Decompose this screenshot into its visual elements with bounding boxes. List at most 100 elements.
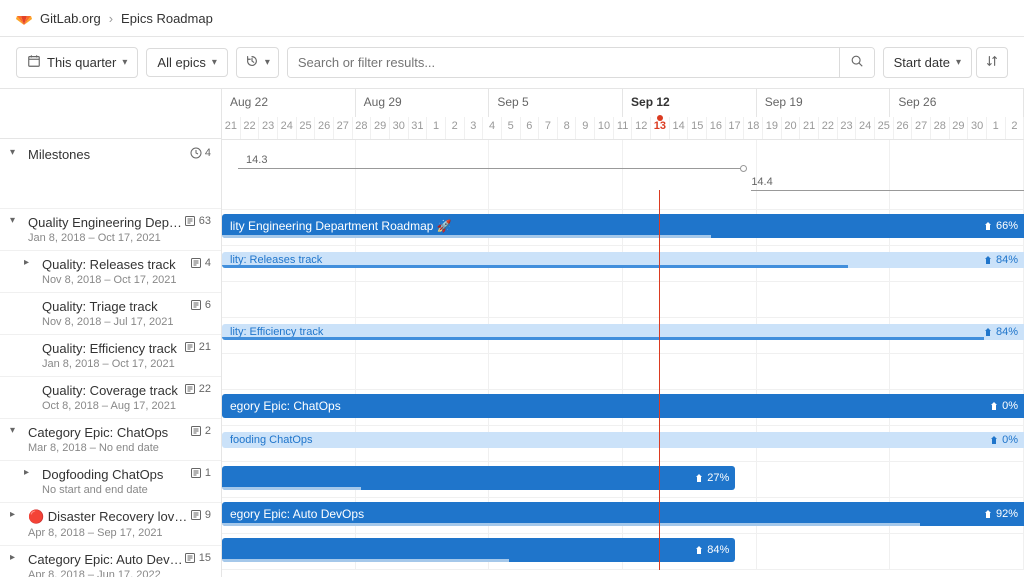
day-header-cell: 25 <box>875 117 894 139</box>
progress-bar <box>222 265 848 268</box>
sort-dropdown[interactable]: Start date ▾ <box>883 47 972 78</box>
epic-timeline-row: egory Epic: ChatOps0% <box>222 390 1024 426</box>
epic-dates: Jan 8, 2018 – Oct 17, 2021 <box>42 358 184 370</box>
epic-sidebar-row[interactable]: ▸🔴 Disaster Recovery lovable maturityApr… <box>0 503 221 546</box>
day-header-cell: 27 <box>912 117 931 139</box>
day-header-cell: 15 <box>688 117 707 139</box>
day-header-cell: 29 <box>371 117 390 139</box>
weight-icon <box>983 509 993 519</box>
sidebar: ▾ Milestones 4 ▾ Quality Engineering Depa… <box>0 89 222 577</box>
epic-label: Dogfooding ChatOpsNo start and end date <box>42 467 190 496</box>
week-header-cell: Sep 19 <box>757 89 891 117</box>
epic-bar[interactable]: egory Epic: ChatOps0% <box>222 394 1024 418</box>
chevron-down-icon: ▾ <box>212 57 217 68</box>
epic-title: Quality: Triage track <box>42 299 190 314</box>
day-header-cell: 1 <box>427 117 446 139</box>
day-header-cell: 27 <box>334 117 353 139</box>
sort-direction-button[interactable] <box>976 47 1008 78</box>
toolbar: This quarter ▾ All epics ▾ ▾ Start date … <box>0 37 1024 89</box>
epic-bar[interactable]: egory Epic: Auto DevOps92% <box>222 502 1024 526</box>
epic-dates: Apr 8, 2018 – Sep 17, 2021 <box>28 527 190 539</box>
day-header-cell: 18 <box>744 117 763 139</box>
progress-bar <box>222 487 361 490</box>
day-header-cell: 22 <box>241 117 260 139</box>
epic-icon <box>184 341 196 353</box>
epic-sidebar-row[interactable]: ▸ Dogfooding ChatOpsNo start and end date… <box>0 461 221 503</box>
epic-title: Quality: Efficiency track <box>42 341 184 356</box>
epic-sidebar-row[interactable]: ▸ Category Epic: Auto DevOpsApr 8, 2018 –… <box>0 546 221 577</box>
milestones-label: Milestones <box>28 147 190 162</box>
epic-title: Dogfooding ChatOps <box>42 467 190 482</box>
day-header-cell: 19 <box>763 117 782 139</box>
epic-icon <box>190 425 202 437</box>
epic-icon <box>190 299 202 311</box>
epic-label: Quality: Triage trackNov 8, 2018 – Jul 1… <box>42 299 190 328</box>
child-epic-bar[interactable]: lity: Releases track84% <box>222 252 1024 268</box>
day-header-cell: 12 <box>632 117 651 139</box>
epic-title: Category Epic: Auto DevOps <box>28 552 184 567</box>
epic-timeline-row: egory Epic: Auto DevOps92% <box>222 498 1024 534</box>
day-header-cell: 31 <box>409 117 428 139</box>
timeline-header: Aug 22Aug 29Sep 5Sep 12Sep 19Sep 26 2122… <box>222 89 1024 140</box>
day-header-cell: 3 <box>465 117 484 139</box>
bar-progress-label: 0% <box>989 400 1018 412</box>
day-header-cell: 28 <box>353 117 372 139</box>
day-header-cell: 1 <box>987 117 1006 139</box>
epic-title: Quality: Coverage track <box>42 383 184 398</box>
epic-bar[interactable]: lity Engineering Department Roadmap 🚀66% <box>222 214 1024 238</box>
weight-icon <box>989 435 999 445</box>
chevron-right-icon: ▸ <box>10 552 24 563</box>
weight-icon <box>989 401 999 411</box>
epic-sidebar-row[interactable]: ▸Quality: Releases trackNov 8, 2018 – Oc… <box>0 251 221 293</box>
epic-title: Category Epic: ChatOps <box>28 425 190 440</box>
child-epic-bar[interactable]: fooding ChatOps0% <box>222 432 1024 448</box>
day-header-cell: 25 <box>297 117 316 139</box>
day-header-cell: 11 <box>614 117 633 139</box>
epics-filter-dropdown[interactable]: All epics ▾ <box>146 48 227 77</box>
epic-dates: Oct 8, 2018 – Aug 17, 2021 <box>42 400 184 412</box>
breadcrumb-page[interactable]: Epics Roadmap <box>121 11 213 26</box>
day-header-cell: 4 <box>483 117 502 139</box>
search-button[interactable] <box>839 48 874 77</box>
sort-direction-icon <box>985 54 999 71</box>
epic-label: Quality: Releases trackNov 8, 2018 – Oct… <box>42 257 190 286</box>
day-header-today: 13 <box>651 117 670 139</box>
epic-timeline-row: 27% <box>222 462 1024 498</box>
today-line <box>659 190 660 570</box>
chevron-right-icon: ▸ <box>24 467 38 478</box>
weight-icon <box>694 473 704 483</box>
epic-sidebar-row[interactable]: Quality: Efficiency track Jan 8, 2018 – O… <box>0 335 221 377</box>
date-range-dropdown[interactable]: This quarter ▾ <box>16 47 138 78</box>
sort-controls: Start date ▾ <box>883 47 1008 78</box>
week-header-cell: Aug 29 <box>356 89 490 117</box>
epic-sidebar-row[interactable]: ▾ Quality Engineering Department Roa…Jan … <box>0 209 221 251</box>
epic-label: Quality Engineering Department Roa…Jan 8… <box>28 215 184 244</box>
milestones-row[interactable]: ▾ Milestones 4 <box>0 139 221 209</box>
epic-timeline-row: fooding ChatOps0% <box>222 426 1024 462</box>
child-epic-bar[interactable]: lity: Efficiency track84% <box>222 324 1024 340</box>
history-button[interactable]: ▾ <box>236 47 279 78</box>
day-header-cell: 22 <box>819 117 838 139</box>
epic-sidebar-row[interactable]: Quality: Triage trackNov 8, 2018 – Jul 1… <box>0 293 221 335</box>
week-header-cell: Sep 26 <box>890 89 1024 117</box>
bar-progress-label: 84% <box>983 326 1018 338</box>
chevron-down-icon: ▾ <box>10 147 24 158</box>
bar-label: fooding ChatOps <box>230 434 313 446</box>
epic-title: Quality: Releases track <box>42 257 190 272</box>
epic-timeline-row <box>222 282 1024 318</box>
epic-sidebar-row[interactable]: ▾Category Epic: ChatOpsMar 8, 2018 – No … <box>0 419 221 461</box>
epic-count: 6 <box>190 299 211 311</box>
epic-count: 15 <box>184 552 211 564</box>
epic-sidebar-row[interactable]: Quality: Coverage track Oct 8, 2018 – Aug… <box>0 377 221 419</box>
day-header-cell: 24 <box>278 117 297 139</box>
epic-count: 9 <box>190 509 211 521</box>
chevron-down-icon: ▾ <box>10 215 24 226</box>
day-header-cell: 17 <box>726 117 745 139</box>
epic-count: 22 <box>184 383 211 395</box>
search-input[interactable] <box>288 48 839 77</box>
day-header-cell: 23 <box>838 117 857 139</box>
epic-label: Category Epic: Auto DevOpsApr 8, 2018 – … <box>28 552 184 577</box>
breadcrumb-org[interactable]: GitLab.org <box>40 11 101 26</box>
progress-bar <box>222 337 984 340</box>
calendar-icon <box>27 54 41 71</box>
